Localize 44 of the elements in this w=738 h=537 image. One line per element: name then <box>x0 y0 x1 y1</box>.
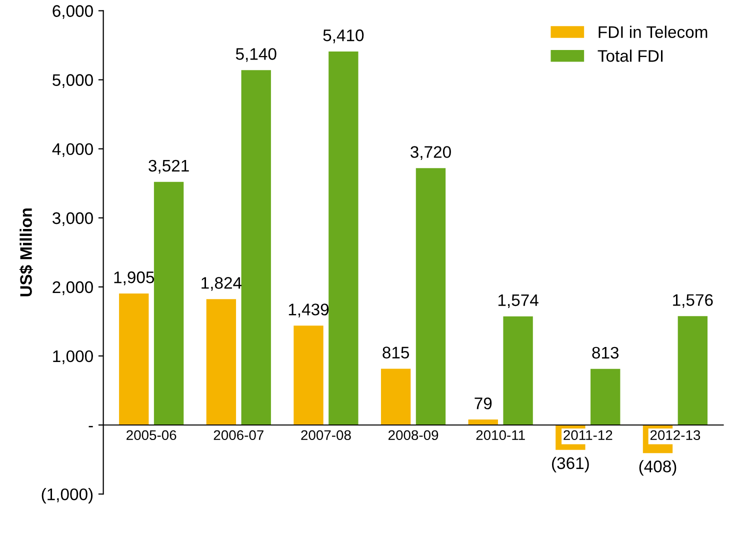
data-label: 3,521 <box>148 160 189 174</box>
bar <box>154 182 184 425</box>
data-label: 79 <box>474 398 492 410</box>
legend-label: Total FDI <box>598 50 663 62</box>
bar <box>468 420 498 425</box>
bar <box>590 368 620 425</box>
data-label: 1,574 <box>498 294 538 308</box>
data-label: 1,439 <box>288 304 329 318</box>
data-label: 5,140 <box>236 48 276 62</box>
y-axis-title: US$ Million <box>19 208 34 296</box>
data-label: 813 <box>592 346 619 359</box>
data-label: 815 <box>382 346 410 358</box>
bar <box>241 70 271 425</box>
y-tick-label: 4,000 <box>52 143 93 157</box>
x-tick-label: 2005-06 <box>126 430 176 440</box>
x-tick-label: 2007-08 <box>301 430 351 440</box>
y-tick-label: 1,000 <box>53 350 93 364</box>
data-label: 3,720 <box>410 146 451 160</box>
data-label: 1,905 <box>114 271 154 286</box>
y-tick-label: 2,000 <box>52 281 93 296</box>
x-tick-label: 2011-12 <box>564 430 612 440</box>
bar <box>416 168 446 425</box>
y-tick-label: 6,000 <box>52 5 93 19</box>
bar <box>206 299 236 425</box>
x-tick-label: 2012-13 <box>650 430 700 440</box>
legend-label: FDI in Telecom <box>598 26 708 38</box>
bar <box>380 368 411 425</box>
x-tick-label: 2008-09 <box>388 430 438 440</box>
bar <box>503 316 533 425</box>
y-tick-label: 3,000 <box>52 212 93 226</box>
bar <box>328 51 358 425</box>
data-label: 1,824 <box>202 277 242 291</box>
y-tick-label: (1,000) <box>42 488 93 504</box>
y-tick-label: - <box>88 426 93 428</box>
data-label: 5,410 <box>323 29 364 44</box>
x-tick-label: 2010-11 <box>476 430 525 440</box>
bar <box>119 293 149 425</box>
data-label: (361) <box>552 456 589 472</box>
data-label: (408) <box>639 460 676 476</box>
data-label: 1,576 <box>673 294 713 308</box>
x-tick-label: 2006-07 <box>214 430 264 440</box>
y-tick-label: 5,000 <box>52 74 93 88</box>
bar <box>678 316 708 425</box>
bar <box>294 326 324 425</box>
